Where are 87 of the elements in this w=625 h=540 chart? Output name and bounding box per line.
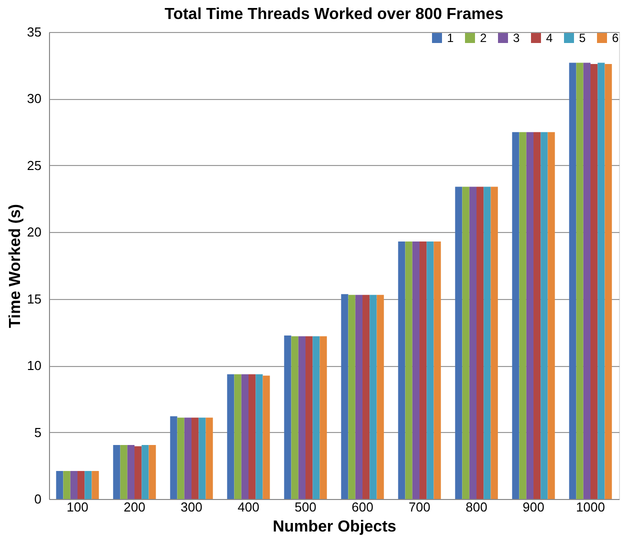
- y-tick-label: 30: [27, 91, 42, 106]
- y-axis-title: Time Worked (s): [7, 204, 24, 328]
- bar: [241, 374, 248, 499]
- y-tick-label: 35: [27, 24, 42, 40]
- bar: [227, 374, 234, 499]
- bar: [476, 186, 484, 499]
- bar: [469, 186, 476, 499]
- bar: [484, 186, 491, 499]
- bar: [548, 132, 555, 499]
- x-tick-label: 100: [66, 500, 88, 514]
- bar: [70, 470, 78, 499]
- bar: [519, 132, 526, 499]
- legend-label: 4: [546, 31, 553, 45]
- bar: [348, 294, 356, 499]
- bar: [184, 418, 192, 499]
- legend-label: 2: [480, 31, 487, 45]
- bar: [583, 62, 590, 499]
- bar: [490, 186, 498, 499]
- y-tick-label: 25: [27, 158, 42, 173]
- y-tick-label: 15: [27, 291, 42, 306]
- bar: [412, 241, 420, 499]
- bar: [56, 470, 64, 499]
- bar: [320, 336, 327, 499]
- x-tick-label: 200: [124, 500, 146, 514]
- bar: [341, 294, 348, 499]
- bar: [598, 62, 605, 499]
- bar: [434, 241, 441, 499]
- bar: [284, 336, 292, 499]
- bar: [420, 241, 427, 499]
- bar: [206, 418, 213, 499]
- bar: [192, 418, 199, 499]
- legend-label: 1: [447, 31, 454, 45]
- bar: [370, 294, 377, 499]
- bar: [604, 64, 612, 499]
- x-tick-label: 300: [180, 500, 202, 514]
- y-tick-label: 0: [34, 492, 42, 506]
- bar: [569, 62, 576, 499]
- bar: [84, 470, 92, 499]
- legend-label: 5: [579, 31, 586, 45]
- x-axis-title: Number Objects: [272, 518, 396, 536]
- bar: [148, 444, 156, 499]
- bar: [262, 376, 270, 499]
- bar: [113, 444, 120, 499]
- bar: [248, 374, 256, 499]
- bar: [376, 294, 384, 499]
- bar: [127, 444, 134, 499]
- x-tick-label: 600: [352, 500, 374, 514]
- y-tick-label: 5: [34, 424, 42, 440]
- y-tick-label: 20: [27, 224, 42, 240]
- bar: [590, 64, 598, 499]
- bar: [177, 418, 184, 499]
- bar: [92, 470, 99, 499]
- x-tick-label: 800: [466, 500, 488, 514]
- bar: [426, 241, 434, 499]
- bar: [462, 186, 470, 499]
- bar: [198, 418, 206, 499]
- bar: [120, 444, 128, 499]
- legend-label: 3: [513, 31, 520, 45]
- bar: [540, 132, 548, 499]
- bar: [512, 132, 520, 499]
- bar: [78, 470, 85, 499]
- bar: [63, 470, 70, 499]
- bar: [170, 416, 178, 499]
- chart-title: Total Time Threads Worked over 800 Frames: [164, 6, 504, 23]
- x-tick-label: 900: [522, 500, 544, 514]
- bar: [576, 62, 584, 499]
- bar: [312, 336, 320, 499]
- x-tick-label: 1000: [576, 500, 605, 514]
- bar: [234, 374, 242, 499]
- bar: [355, 294, 362, 499]
- bar: [256, 374, 263, 499]
- x-tick-label: 700: [408, 500, 430, 514]
- bar: [534, 132, 541, 499]
- bar: [298, 336, 306, 499]
- x-tick-label: 500: [294, 500, 316, 514]
- legend-label: 6: [612, 31, 619, 45]
- y-tick-label: 10: [27, 358, 42, 374]
- bar: [142, 444, 149, 499]
- bar: [362, 294, 370, 499]
- bar: [306, 336, 313, 499]
- bar: [398, 241, 406, 499]
- bar: [291, 336, 298, 499]
- bar: [455, 186, 462, 499]
- bar: [134, 446, 142, 499]
- x-tick-label: 400: [238, 500, 260, 514]
- bar: [526, 132, 534, 499]
- bar: [405, 241, 412, 499]
